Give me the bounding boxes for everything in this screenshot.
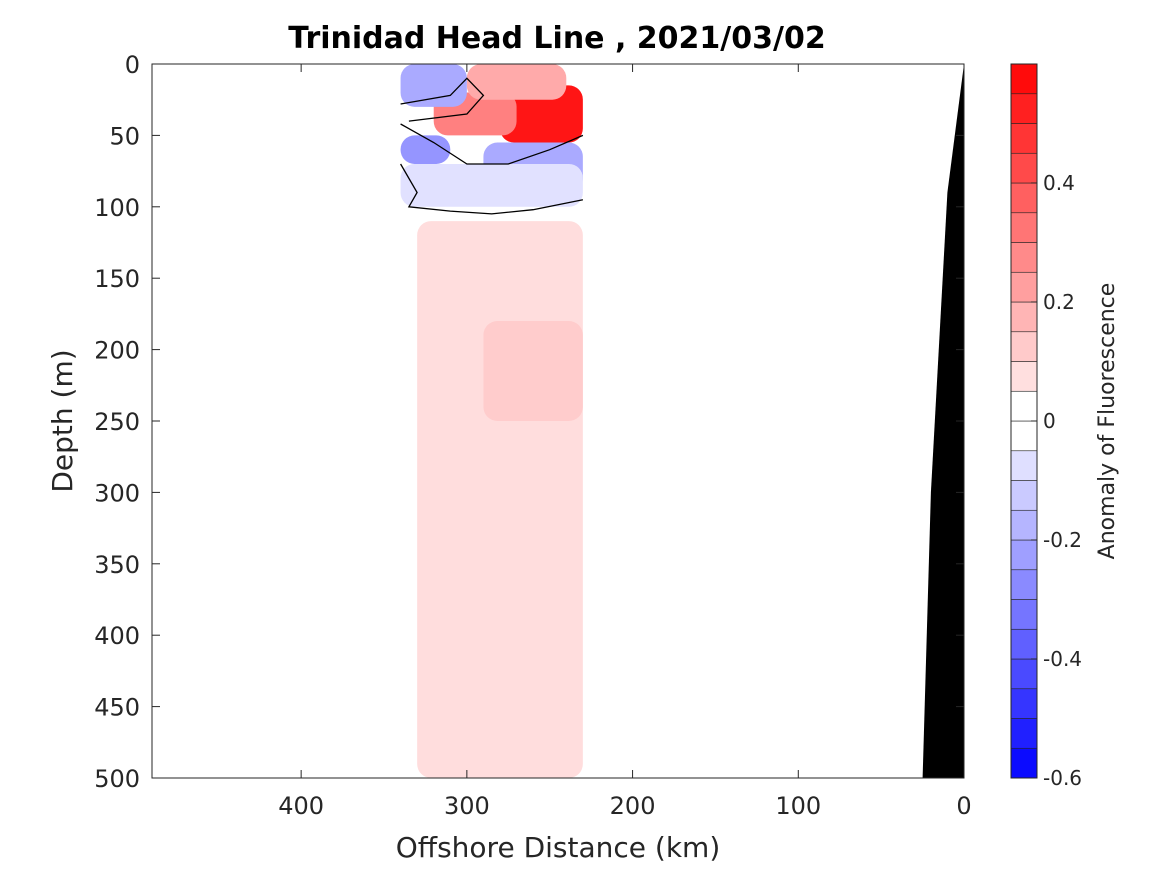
colorbar-segment — [1010, 301, 1038, 333]
zero-contours — [400, 77, 584, 215]
colorbar — [1010, 63, 1038, 779]
colorbar-segment — [1010, 63, 1038, 95]
y-tick-label: 500 — [94, 765, 140, 793]
anomaly-region-8 — [483, 321, 583, 421]
colorbar-tick-label: 0.4 — [1043, 171, 1075, 195]
colorbar-segment — [1010, 718, 1038, 749]
chart-title: Trinidad Head Line , 2021/03/02 — [288, 21, 825, 56]
colorbar-segment — [1010, 271, 1038, 303]
bathymetry — [922, 64, 964, 778]
colorbar-segment — [1010, 539, 1038, 571]
y-tick-label: 450 — [94, 694, 140, 722]
anomaly-regions — [400, 64, 583, 778]
colorbar-segment — [1010, 212, 1038, 243]
colorbar-segment — [1010, 123, 1038, 154]
colorbar-segment — [1010, 93, 1038, 124]
y-tick-label: 150 — [94, 265, 140, 293]
zero-contour-0 — [400, 77, 485, 122]
colorbar-segment — [1010, 480, 1038, 511]
plot-area — [152, 64, 964, 778]
colorbar-segment — [1010, 599, 1038, 630]
colorbar-segment — [1010, 361, 1038, 392]
anomaly-region-6 — [400, 163, 583, 207]
x-tick-label: 200 — [610, 792, 656, 820]
colorbar-segment — [1010, 390, 1038, 422]
y-tick-label: 200 — [94, 337, 140, 365]
colorbar-segment — [1010, 152, 1038, 184]
colorbar-segment — [1010, 658, 1038, 690]
y-tick-label: 300 — [94, 479, 140, 507]
anomaly-region-7 — [417, 221, 583, 778]
x-tick-label: 100 — [775, 792, 821, 820]
colorbar-segment — [1010, 688, 1038, 719]
colorbar-segment — [1010, 242, 1038, 273]
colorbar-segment — [1010, 331, 1038, 362]
zero-contour-1 — [400, 163, 584, 215]
x-axis-ticks: 400 300 200 100 0 — [278, 64, 972, 820]
anomaly-region-3 — [400, 64, 467, 107]
colorbar-ticks: -0.6 -0.4 -0.2 0 0.2 0.4 — [1031, 171, 1082, 790]
y-tick-label: 50 — [109, 122, 140, 150]
colorbar-segment — [1010, 509, 1038, 541]
zero-contour-2 — [400, 123, 584, 165]
colorbar-segment — [1010, 420, 1038, 452]
colorbar-tick-label: -0.4 — [1043, 647, 1082, 671]
colorbar-segment — [1010, 450, 1038, 481]
colorbar-segment — [1010, 182, 1038, 214]
y-axis-ticks: 0 50 100 150 200 250 300 350 400 450 500 — [94, 51, 964, 793]
y-tick-label: 0 — [125, 51, 140, 79]
anomaly-region-2 — [466, 64, 567, 100]
anomaly-region-4 — [400, 135, 451, 164]
colorbar-tick-label: -0.2 — [1043, 528, 1082, 552]
y-axis-label: Depth (m) — [46, 349, 79, 492]
colorbar-tick-label: -0.6 — [1043, 766, 1082, 790]
x-tick-label: 0 — [956, 792, 971, 820]
x-tick-label: 300 — [444, 792, 490, 820]
y-tick-label: 400 — [94, 622, 140, 650]
colorbar-segment — [1010, 628, 1038, 660]
colorbar-segment — [1010, 747, 1038, 779]
colorbar-tick-label: 0 — [1043, 409, 1056, 433]
y-tick-label: 100 — [94, 194, 140, 222]
colorbar-segment — [1010, 569, 1038, 600]
colorbar-tick-label: 0.2 — [1043, 290, 1075, 314]
colorbar-label: Anomaly of Fluorescence — [1095, 283, 1120, 560]
x-tick-label: 400 — [278, 792, 324, 820]
y-tick-label: 250 — [94, 408, 140, 436]
y-tick-label: 350 — [94, 551, 140, 579]
x-axis-label: Offshore Distance (km) — [396, 831, 721, 864]
